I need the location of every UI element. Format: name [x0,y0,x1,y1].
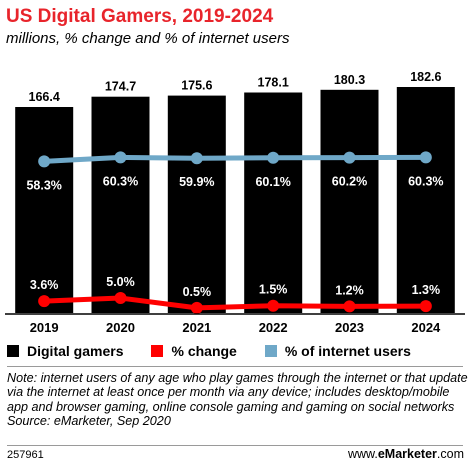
share-value-label-2023: 60.2% [332,175,367,189]
legend-item-percent-change: % change [151,343,237,359]
divider-bottom [7,445,463,446]
point-percent-change-2019 [38,295,51,308]
bar-value-label-2019: 166.4 [29,90,60,104]
source-text: Source: eMarketer, Sep 2020 [7,414,171,429]
bar-2023 [320,89,379,313]
change-value-label-2023: 1.2% [335,283,364,297]
bar-2019 [15,107,74,313]
site-brand: eMarketer [377,447,437,461]
bar-value-label-2023: 180.3 [334,73,365,87]
change-value-label-2019: 3.6% [30,278,59,292]
point-percent-change-2020 [114,292,127,304]
site-credit: www.eMarketer.com [348,447,464,461]
x-tick-label-2022: 2022 [259,320,288,335]
change-value-label-2024: 1.3% [412,283,441,297]
bar-value-label-2022: 178.1 [258,76,289,90]
series-line-percent-change [44,295,426,311]
bar-value-label-2020: 174.7 [105,80,136,94]
site-prefix: www. [347,447,378,461]
chart: 166.4 174.7 175.6 178.1 180.3 182.6 58.3% 60.3%… [5,70,465,335]
bar-2020 [91,96,150,313]
share-value-label-2019: 58.3% [26,178,61,192]
change-value-label-2020: 5.0% [106,275,135,289]
point-internet-users-2021 [190,152,203,165]
bar-2021 [167,95,226,313]
bar-2024 [396,87,455,313]
x-tick-label-2020: 2020 [106,320,135,335]
point-internet-users-2022 [267,151,280,164]
point-percent-change-2021 [190,301,203,314]
change-value-label-2022: 1.5% [259,283,288,297]
legend-swatch-internet-users [264,345,277,357]
share-value-label-2020: 60.3% [103,174,138,188]
point-percent-change-2023 [343,300,356,313]
legend-item-internet-users: % of internet users [264,343,411,359]
point-internet-users-2020 [114,151,127,164]
x-tick-label-2024: 2024 [411,320,441,335]
point-percent-change-2022 [267,299,280,312]
point-internet-users-2024 [419,151,432,164]
divider-top [7,366,463,367]
legend-item-digital-gamers: Digital gamers [7,343,123,359]
share-value-label-2021: 59.9% [179,175,214,189]
legend-swatch-digital-gamers [7,345,19,357]
share-value-label-2024: 60.3% [408,174,443,188]
x-tick-label-2019: 2019 [30,320,59,335]
legend-label-percent-change: % change [171,343,237,359]
bar-2022 [244,92,303,313]
share-value-label-2022: 60.1% [255,175,290,189]
legend-label-internet-users: % of internet users [284,343,411,359]
site-suffix: .com [436,447,464,461]
point-internet-users-2023 [343,151,356,164]
series-line-internet-users [44,154,426,164]
legend-label-digital-gamers: Digital gamers [27,343,124,359]
bar-value-label-2021: 175.6 [181,79,212,93]
bar-value-label-2024: 182.6 [410,70,441,84]
point-percent-change-2024 [419,300,432,313]
point-internet-users-2019 [38,155,51,168]
x-tick-label-2021: 2021 [182,320,211,335]
chart-title: US Digital Gamers, 2019-2024 [6,6,274,27]
note-text: Note: internet users of any age who play… [7,371,468,414]
chart-note: Note: internet users of any age who play… [7,371,469,429]
legend-swatch-percent-change [151,345,164,357]
change-value-label-2021: 0.5% [183,285,212,299]
x-tick-label-2023: 2023 [335,320,364,335]
chart-id: 257961 [7,449,44,461]
chart-subtitle: millions, % change and % of internet use… [6,30,290,47]
legend: Digital gamers % change % of internet us… [7,343,439,359]
